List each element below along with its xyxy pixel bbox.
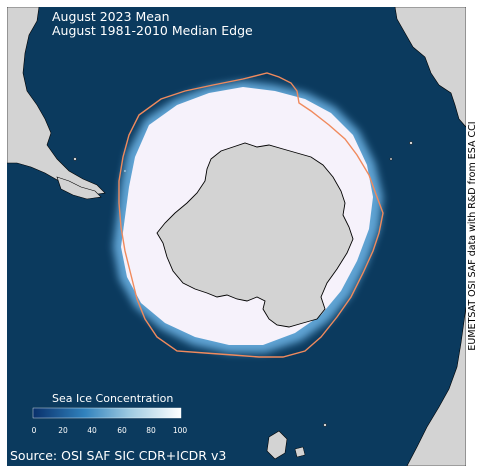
colorbar-tick: 80 xyxy=(146,426,156,435)
colorbar xyxy=(32,407,182,419)
australia-land xyxy=(394,7,466,128)
africa-land xyxy=(406,306,466,466)
colorbar-label: Sea Ice Concentration xyxy=(52,392,174,405)
south-america-land xyxy=(7,7,106,196)
antarctica-land xyxy=(156,142,354,328)
island-land xyxy=(409,141,413,145)
credit-caption: EUMETSAT OSI SAF data with R&D from ESA … xyxy=(467,121,478,351)
median-edge-line xyxy=(118,72,384,358)
colorbar-tick: 40 xyxy=(87,426,97,435)
island-land xyxy=(73,157,77,161)
island-land xyxy=(323,423,327,427)
island-land xyxy=(389,157,393,161)
madagascar-land xyxy=(266,430,288,460)
map-title-median-edge: August 1981-2010 Median Edge xyxy=(52,23,253,38)
source-caption: Source: OSI SAF SIC CDR+ICDR v3 xyxy=(10,448,227,463)
colorbar-tick: 0 xyxy=(31,426,37,435)
map-title-mean: August 2023 Mean xyxy=(52,9,170,24)
island-land xyxy=(294,446,306,458)
tierra-del-fuego-land xyxy=(56,176,102,200)
colorbar-tick: 100 xyxy=(172,426,188,435)
colorbar-tick: 60 xyxy=(117,426,127,435)
colorbar-tick: 20 xyxy=(58,426,68,435)
antarctic-sea-ice-map xyxy=(7,7,466,466)
